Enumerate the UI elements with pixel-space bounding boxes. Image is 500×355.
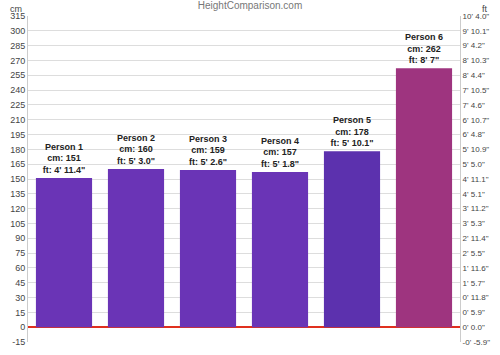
- svg-text:180: 180: [10, 145, 25, 155]
- svg-text:0' 5.9": 0' 5.9": [463, 308, 485, 317]
- svg-text:60: 60: [15, 263, 25, 273]
- svg-text:Person 5cm: 178ft: 5' 10.1": Person 5cm: 178ft: 5' 10.1": [331, 115, 374, 148]
- svg-text:7' 4.6": 7' 4.6": [463, 101, 485, 110]
- svg-text:0: 0: [20, 322, 25, 332]
- svg-text:210: 210: [10, 115, 25, 125]
- svg-text:75: 75: [15, 248, 25, 258]
- svg-text:2' 5.5": 2' 5.5": [463, 249, 485, 258]
- svg-text:-15: -15: [12, 337, 25, 347]
- svg-text:5' 5.0": 5' 5.0": [463, 160, 485, 169]
- svg-text:300: 300: [10, 26, 25, 36]
- svg-text:10' 4.0": 10' 4.0": [463, 12, 490, 21]
- svg-text:5' 10.9": 5' 10.9": [463, 145, 490, 154]
- svg-text:315: 315: [10, 11, 25, 21]
- svg-text:105: 105: [10, 219, 25, 229]
- svg-text:3' 11.2": 3' 11.2": [463, 204, 489, 213]
- svg-text:270: 270: [10, 56, 25, 66]
- svg-text:195: 195: [10, 130, 25, 140]
- svg-text:7' 10.5": 7' 10.5": [463, 86, 490, 95]
- svg-text:0' 11.8": 0' 11.8": [463, 293, 489, 302]
- svg-text:HeightComparison.com: HeightComparison.com: [198, 0, 303, 11]
- svg-text:4' 11.1": 4' 11.1": [463, 175, 489, 184]
- svg-text:Person 1cm: 151ft: 4' 11.4": Person 1cm: 151ft: 4' 11.4": [43, 142, 85, 175]
- svg-text:0' 0.0": 0' 0.0": [463, 323, 485, 332]
- svg-text:6' 4.8": 6' 4.8": [463, 130, 485, 139]
- svg-text:240: 240: [10, 85, 25, 95]
- svg-text:4' 5.1": 4' 5.1": [463, 190, 485, 199]
- svg-text:9' 10.1": 9' 10.1": [463, 27, 490, 36]
- svg-text:-0' -5.9": -0' -5.9": [463, 338, 491, 347]
- svg-text:9' 4.2": 9' 4.2": [463, 41, 485, 50]
- svg-text:6' 10.7": 6' 10.7": [463, 116, 490, 125]
- svg-text:165: 165: [10, 159, 25, 169]
- svg-text:30: 30: [15, 293, 25, 303]
- svg-text:1' 5.7": 1' 5.7": [463, 279, 485, 288]
- svg-text:285: 285: [10, 41, 25, 51]
- svg-text:Person 3cm: 159ft: 5' 2.6": Person 3cm: 159ft: 5' 2.6": [189, 134, 227, 167]
- svg-text:120: 120: [10, 204, 25, 214]
- svg-text:90: 90: [15, 233, 25, 243]
- svg-text:Person 2cm: 160ft: 5' 3.0": Person 2cm: 160ft: 5' 3.0": [117, 133, 155, 166]
- svg-text:Person 4cm: 157ft: 5' 1.8": Person 4cm: 157ft: 5' 1.8": [261, 136, 299, 169]
- svg-text:3' 5.3": 3' 5.3": [463, 219, 485, 228]
- svg-text:150: 150: [10, 174, 25, 184]
- svg-text:cm: cm: [10, 4, 22, 14]
- svg-text:ft: ft: [482, 4, 488, 14]
- svg-text:255: 255: [10, 70, 25, 80]
- svg-text:45: 45: [15, 278, 25, 288]
- svg-text:15: 15: [15, 308, 25, 318]
- svg-text:225: 225: [10, 100, 25, 110]
- svg-text:8' 4.4": 8' 4.4": [463, 71, 485, 80]
- svg-text:135: 135: [10, 189, 25, 199]
- svg-text:8' 10.3": 8' 10.3": [463, 56, 490, 65]
- svg-text:Person 6cm: 262ft: 8' 7": Person 6cm: 262ft: 8' 7": [405, 32, 443, 65]
- svg-text:2' 11.4": 2' 11.4": [463, 234, 489, 243]
- svg-text:1' 11.6": 1' 11.6": [463, 264, 489, 273]
